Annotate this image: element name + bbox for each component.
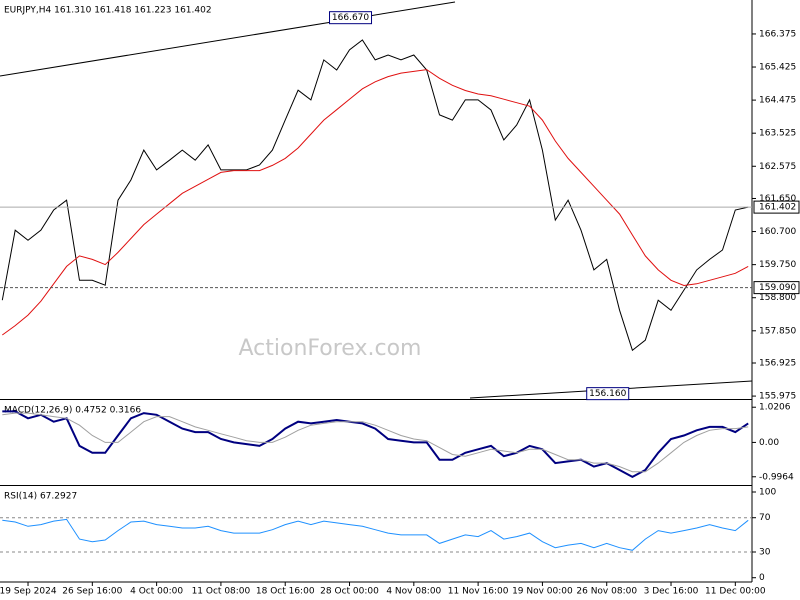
watermark: ActionForex.com — [239, 336, 422, 361]
y-tick-label: 162.575 — [759, 162, 796, 172]
y-tick-label: 164.475 — [759, 96, 796, 106]
annotation-label: 156.160 — [589, 389, 626, 399]
y-tick-label: 161.650 — [759, 194, 796, 204]
y-tick-label: 155.975 — [759, 392, 796, 402]
y-tick-label: 158.800 — [759, 293, 796, 303]
y-tick-label: 160.700 — [759, 227, 796, 237]
x-tick-label: 11 Oct 08:00 — [192, 587, 251, 597]
x-tick-label: 4 Nov 08:00 — [386, 587, 441, 597]
series-line — [2, 412, 749, 473]
y-tick-label: 70 — [759, 513, 771, 523]
annotation-box — [586, 387, 630, 401]
trendline — [0, 1, 456, 77]
x-tick-label: 18 Oct 16:00 — [256, 587, 315, 597]
x-tick-label: 28 Oct 00:00 — [320, 587, 379, 597]
y-tick-label: 159.750 — [759, 260, 796, 270]
annotation-label: 166.670 — [332, 13, 369, 23]
x-tick-label: 11 Dec 00:00 — [705, 587, 766, 597]
y-tick-label: 0 — [759, 573, 765, 583]
x-tick-label: 11 Nov 16:00 — [448, 587, 509, 597]
price-label-box — [753, 200, 800, 214]
panel-title: RSI(14) 67.2927 — [4, 492, 77, 502]
annotation-box — [329, 11, 373, 25]
series-line — [2, 69, 749, 336]
panel-title: MACD(12,26,9) 0.4752 0.3166 — [4, 406, 141, 416]
x-tick-label: 26 Nov 08:00 — [576, 587, 637, 597]
y-tick-label: -0.9964 — [759, 472, 794, 482]
y-tick-label: 1.0206 — [759, 403, 791, 413]
y-tick-label: 157.850 — [759, 326, 796, 336]
price-label-box — [753, 281, 800, 295]
series-line — [2, 518, 749, 551]
x-tick-label: 3 Dec 16:00 — [644, 587, 699, 597]
series-line — [2, 410, 749, 479]
series-line — [1, 39, 749, 352]
panel-title: EURJPY,H4 161.310 161.418 161.223 161.40… — [4, 6, 212, 16]
x-tick-label: 19 Nov 00:00 — [512, 587, 573, 597]
y-tick-label: 165.425 — [759, 63, 796, 73]
price-label: 161.402 — [759, 203, 796, 213]
x-tick-label: 19 Sep 2024 — [0, 587, 57, 597]
x-tick-label: 26 Sep 16:00 — [62, 587, 122, 597]
y-tick-label: 166.375 — [759, 29, 796, 39]
price-label: 159.090 — [759, 283, 796, 293]
y-tick-label: 30 — [759, 548, 771, 558]
y-tick-label: 0.00 — [759, 438, 779, 448]
y-tick-label: 156.925 — [759, 359, 796, 369]
y-tick-label: 163.525 — [759, 129, 796, 139]
y-tick-label: 100 — [759, 488, 776, 498]
x-tick-label: 4 Oct 00:00 — [130, 587, 183, 597]
